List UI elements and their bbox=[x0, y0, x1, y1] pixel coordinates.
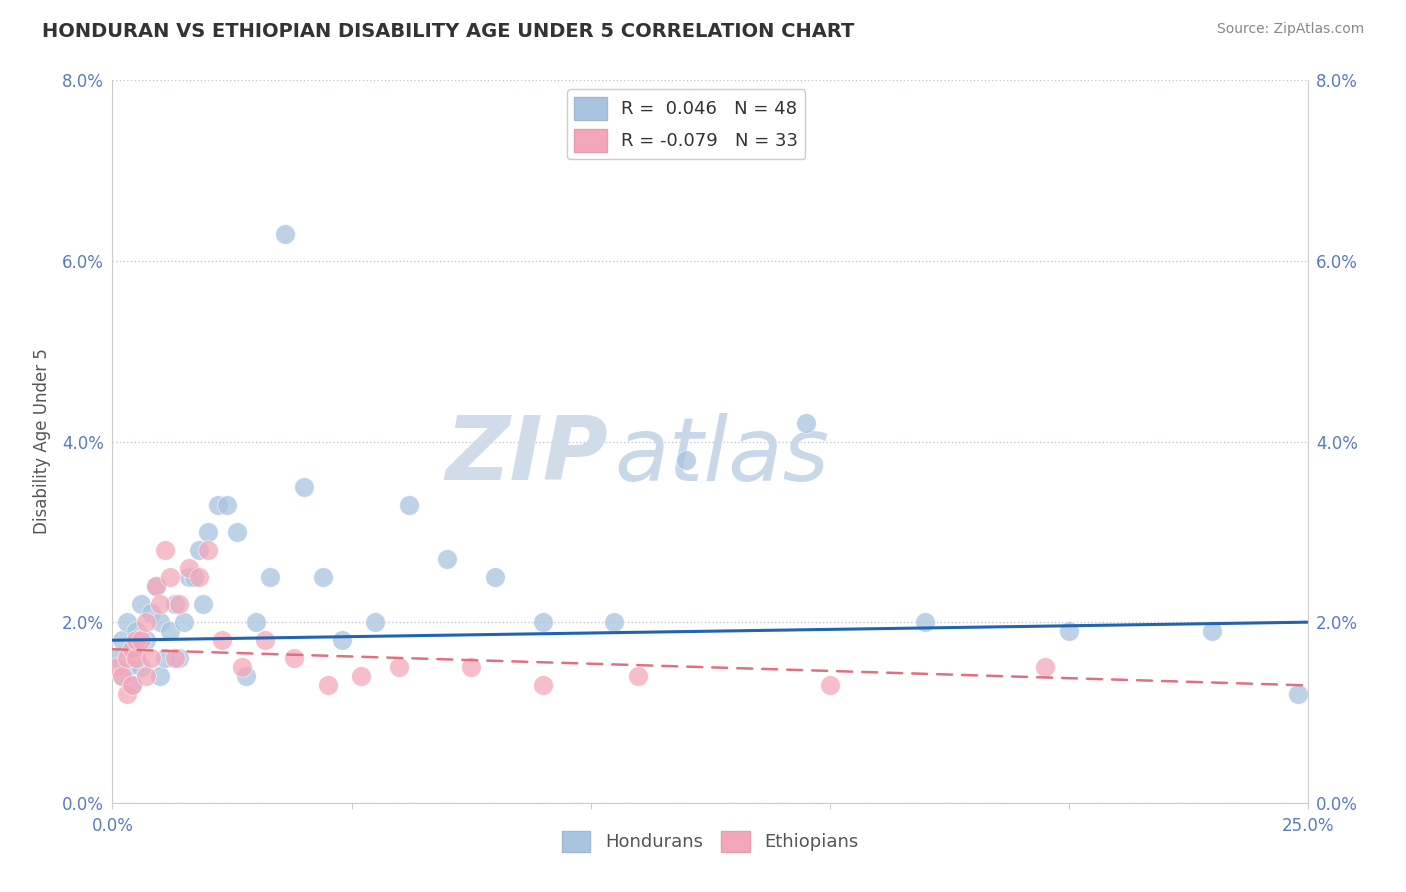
Point bbox=[231, 660, 253, 674]
Point bbox=[259, 570, 281, 584]
Point bbox=[149, 597, 172, 611]
Point bbox=[177, 570, 200, 584]
Legend: Hondurans, Ethiopians: Hondurans, Ethiopians bbox=[554, 823, 866, 859]
Point bbox=[121, 642, 143, 657]
Point bbox=[115, 651, 138, 665]
Point bbox=[129, 633, 152, 648]
Point bbox=[217, 498, 239, 512]
Point bbox=[364, 615, 387, 630]
Point bbox=[129, 597, 152, 611]
Point bbox=[111, 669, 134, 683]
Point bbox=[193, 597, 215, 611]
Point bbox=[121, 678, 143, 692]
Point bbox=[225, 524, 247, 539]
Point bbox=[207, 498, 229, 512]
Point bbox=[163, 651, 186, 665]
Point bbox=[125, 651, 148, 665]
Point bbox=[1201, 624, 1223, 639]
Point bbox=[197, 542, 219, 557]
Point bbox=[187, 542, 209, 557]
Point bbox=[330, 633, 353, 648]
Point bbox=[115, 687, 138, 701]
Point bbox=[121, 642, 143, 657]
Point bbox=[914, 615, 936, 630]
Point bbox=[1033, 660, 1056, 674]
Point bbox=[111, 669, 134, 683]
Text: ZIP: ZIP bbox=[446, 412, 609, 500]
Point bbox=[273, 227, 295, 241]
Point bbox=[1057, 624, 1080, 639]
Point bbox=[135, 615, 157, 630]
Point bbox=[197, 524, 219, 539]
Point bbox=[139, 651, 162, 665]
Point bbox=[121, 678, 143, 692]
Point bbox=[794, 417, 817, 431]
Point bbox=[211, 633, 233, 648]
Point bbox=[115, 615, 138, 630]
Point bbox=[388, 660, 411, 674]
Point bbox=[316, 678, 339, 692]
Point bbox=[145, 579, 167, 593]
Point bbox=[254, 633, 277, 648]
Text: HONDURAN VS ETHIOPIAN DISABILITY AGE UNDER 5 CORRELATION CHART: HONDURAN VS ETHIOPIAN DISABILITY AGE UND… bbox=[42, 22, 855, 41]
Point bbox=[531, 678, 554, 692]
Point bbox=[163, 597, 186, 611]
Text: Source: ZipAtlas.com: Source: ZipAtlas.com bbox=[1216, 22, 1364, 37]
Point bbox=[484, 570, 506, 584]
Point bbox=[169, 651, 191, 665]
Point bbox=[149, 615, 172, 630]
Point bbox=[169, 597, 191, 611]
Point bbox=[245, 615, 267, 630]
Text: atlas: atlas bbox=[614, 413, 830, 499]
Point bbox=[531, 615, 554, 630]
Point bbox=[675, 452, 697, 467]
Point bbox=[135, 633, 157, 648]
Point bbox=[145, 579, 167, 593]
Point bbox=[603, 615, 626, 630]
Point bbox=[187, 570, 209, 584]
Y-axis label: Disability Age Under 5: Disability Age Under 5 bbox=[32, 349, 51, 534]
Point bbox=[818, 678, 841, 692]
Point bbox=[312, 570, 335, 584]
Point bbox=[153, 542, 176, 557]
Point bbox=[139, 606, 162, 620]
Point bbox=[125, 633, 148, 648]
Point bbox=[159, 624, 181, 639]
Point bbox=[173, 615, 195, 630]
Point bbox=[283, 651, 305, 665]
Point bbox=[177, 561, 200, 575]
Point bbox=[111, 633, 134, 648]
Point bbox=[129, 660, 152, 674]
Point bbox=[398, 498, 420, 512]
Point bbox=[1286, 687, 1309, 701]
Point bbox=[235, 669, 257, 683]
Point bbox=[183, 570, 205, 584]
Point bbox=[436, 552, 458, 566]
Point bbox=[125, 651, 148, 665]
Point bbox=[350, 669, 373, 683]
Point bbox=[292, 480, 315, 494]
Point bbox=[159, 570, 181, 584]
Point bbox=[460, 660, 482, 674]
Point bbox=[105, 660, 128, 674]
Point bbox=[115, 660, 138, 674]
Point bbox=[135, 669, 157, 683]
Point bbox=[153, 651, 176, 665]
Point bbox=[149, 669, 172, 683]
Point bbox=[627, 669, 650, 683]
Point bbox=[125, 624, 148, 639]
Point bbox=[105, 651, 128, 665]
